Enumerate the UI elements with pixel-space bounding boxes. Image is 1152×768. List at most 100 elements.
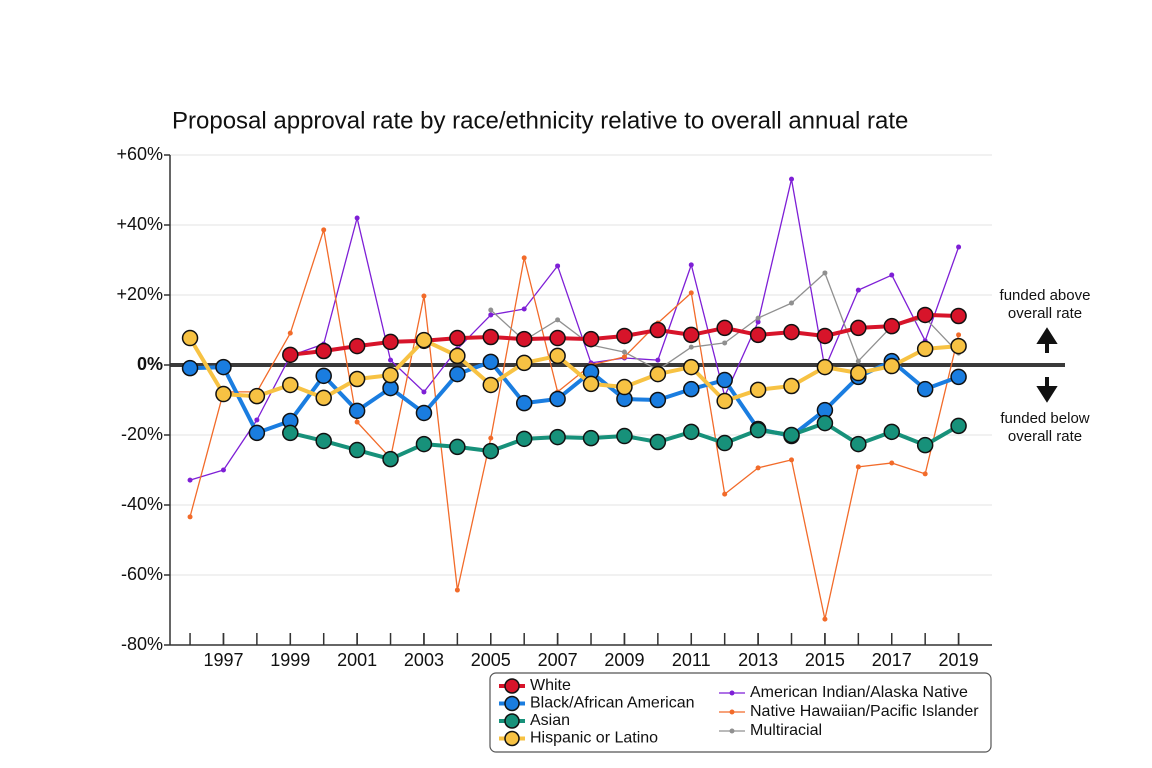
data-point — [382, 366, 399, 384]
legend-item: Native Hawaiian/Pacific Islander — [719, 703, 979, 720]
data-point — [855, 287, 861, 293]
data-point — [616, 327, 633, 345]
data-point — [187, 514, 193, 520]
data-point — [215, 385, 232, 403]
data-point — [449, 365, 466, 383]
chart-title: Proposal approval rate by race/ethnicity… — [172, 107, 908, 134]
data-point — [282, 424, 299, 442]
data-point — [248, 424, 266, 442]
data-point — [683, 423, 700, 441]
data-point — [482, 353, 500, 371]
data-point — [716, 434, 733, 452]
data-point — [816, 414, 834, 432]
data-point — [683, 326, 700, 344]
legend-marker — [504, 713, 520, 729]
data-point — [449, 347, 466, 365]
data-point — [220, 467, 226, 473]
data-point — [415, 331, 433, 349]
data-point — [582, 375, 600, 393]
data-point — [755, 315, 761, 321]
annotation-text: funded above — [1000, 287, 1091, 304]
data-point — [521, 255, 527, 261]
legend-label: Hispanic or Latino — [530, 730, 658, 747]
data-point — [215, 358, 232, 376]
data-point — [488, 307, 494, 313]
x-tick-label: 2019 — [939, 650, 979, 670]
data-point — [555, 263, 561, 269]
data-point — [515, 330, 533, 348]
arrow-up — [1036, 327, 1058, 353]
data-point — [789, 176, 795, 182]
data-point — [855, 358, 861, 364]
legend-marker — [729, 690, 735, 696]
annotation-text: funded below — [1000, 410, 1089, 427]
annotation-below: funded below overall rate — [1000, 377, 1090, 445]
legend-label: Asian — [530, 712, 570, 729]
data-point — [688, 344, 694, 350]
data-point — [515, 394, 533, 412]
data-point — [649, 365, 667, 383]
legend-item: American Indian/Alaska Native — [719, 684, 968, 701]
data-point — [348, 402, 366, 420]
data-point — [415, 435, 433, 453]
x-tick-label: 2015 — [805, 650, 845, 670]
data-point — [549, 347, 566, 365]
data-point — [287, 330, 293, 336]
y-tick-label: +40% — [116, 214, 163, 234]
data-point — [515, 430, 533, 448]
series-group — [181, 329, 967, 410]
y-tick-label: -20% — [121, 424, 163, 444]
data-point — [315, 389, 332, 407]
data-point — [382, 450, 399, 468]
data-point — [649, 391, 667, 409]
data-point — [315, 367, 332, 385]
data-point — [916, 380, 934, 398]
data-point — [248, 387, 266, 405]
legend-label: American Indian/Alaska Native — [750, 684, 968, 701]
data-point — [449, 438, 466, 456]
data-point — [482, 376, 500, 394]
x-tick-label: 2007 — [538, 650, 578, 670]
x-tick-label: 2005 — [471, 650, 511, 670]
data-point — [549, 390, 566, 408]
data-point — [956, 332, 962, 338]
data-point — [649, 433, 667, 451]
data-point — [415, 404, 433, 422]
x-tick-label: 2017 — [872, 650, 912, 670]
y-tick-label: 0% — [137, 354, 163, 374]
legend-item: White — [499, 677, 571, 694]
data-point — [950, 368, 967, 386]
data-point — [348, 337, 366, 355]
data-point — [716, 371, 733, 389]
data-point — [950, 307, 967, 325]
data-point — [315, 342, 332, 360]
data-point — [348, 370, 366, 388]
x-tick-label: 2011 — [672, 650, 711, 670]
data-point — [582, 429, 600, 447]
y-tick-label: +20% — [116, 284, 163, 304]
data-point — [822, 270, 828, 276]
data-point — [822, 616, 828, 622]
data-point — [722, 491, 728, 497]
data-point — [749, 421, 767, 439]
data-point — [789, 300, 795, 306]
data-point — [388, 357, 394, 363]
annotation-above: funded above overall rate — [1000, 287, 1091, 353]
annotation-text: overall rate — [1008, 428, 1082, 445]
data-point — [655, 357, 661, 363]
y-tick-label: -60% — [121, 564, 163, 584]
y-tick-label: -80% — [121, 634, 163, 654]
x-tick-label: 2003 — [404, 650, 444, 670]
data-point — [549, 428, 566, 446]
data-point — [850, 364, 867, 382]
y-tick-label: +60% — [116, 144, 163, 164]
data-point — [855, 464, 861, 470]
data-point — [621, 354, 627, 360]
data-point — [282, 346, 299, 364]
legend-item: Asian — [499, 712, 570, 729]
data-point — [783, 426, 800, 444]
data-point — [749, 381, 767, 399]
data-point — [616, 427, 633, 445]
data-point — [649, 321, 667, 339]
